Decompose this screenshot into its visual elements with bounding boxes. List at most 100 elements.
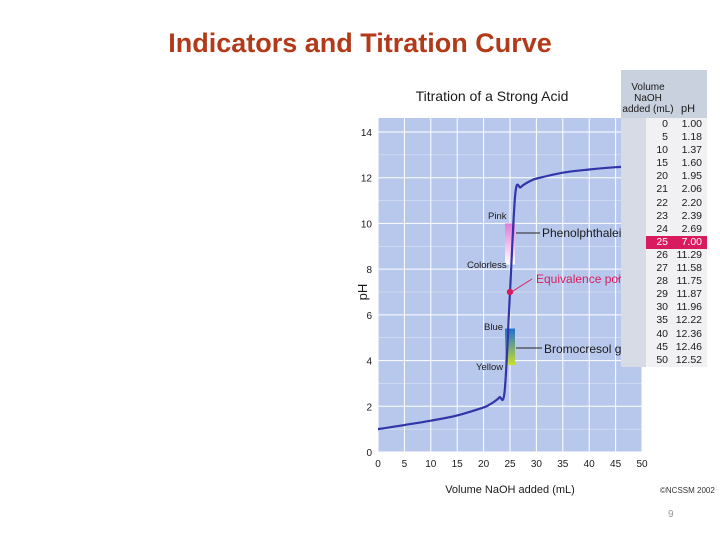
table-row: 29 11.87 xyxy=(646,288,707,301)
indicator-bars xyxy=(505,223,515,366)
equivalence-label: Equivalence point xyxy=(536,272,631,286)
x-tick-label: 20 xyxy=(478,459,490,470)
table-row: 45 12.46 xyxy=(646,341,707,354)
blue-label: Blue xyxy=(484,322,503,333)
table-cell-volume: 15 xyxy=(656,157,668,170)
table-row: 40 12.36 xyxy=(646,328,707,341)
table-header-volume: Volume NaOH added (mL) xyxy=(622,82,674,115)
slide-title: Indicators and Titration Curve xyxy=(168,28,552,58)
table-cell-volume: 21 xyxy=(656,183,668,196)
table-body: 0 1.00 5 1.18 10 1.37 15 1.60 20 1.95 21 2.06 22 2.20… xyxy=(646,118,707,367)
y-tick-label: 12 xyxy=(361,174,373,185)
table-cell-volume: 10 xyxy=(656,144,668,157)
table-cell-volume: 45 xyxy=(656,340,668,353)
table-cell-ph: 2.06 xyxy=(681,183,702,196)
table-cell-volume: 26 xyxy=(656,248,668,261)
table-cell-ph: 1.37 xyxy=(681,144,702,157)
table-row: 15 1.60 xyxy=(646,157,707,170)
x-tick-label: 40 xyxy=(584,459,596,470)
table-row: 28 11.75 xyxy=(646,275,707,288)
table-row: 0 1.00 xyxy=(646,118,707,131)
table-row: 25 7.00 xyxy=(646,235,707,249)
table-header: Volume NaOH added (mL) pH xyxy=(621,70,707,118)
table-cell-ph: 1.95 xyxy=(681,170,702,183)
table-cell-ph: 12.22 xyxy=(675,314,702,327)
x-tick-label: 35 xyxy=(557,459,569,470)
chart-title: Titration of a Strong Acid xyxy=(416,88,569,104)
x-tick-label: 5 xyxy=(402,459,408,470)
table-cell-ph: 2.20 xyxy=(681,196,702,209)
x-axis-label: Volume NaOH added (mL) xyxy=(445,484,575,496)
table-row: 23 2.39 xyxy=(646,210,707,223)
annotations: Equivalence point Phenolphthalein Pink Colo… xyxy=(467,211,651,373)
table-row: 22 2.20 xyxy=(646,197,707,210)
table-cell-volume: 28 xyxy=(656,275,668,288)
table-row: 21 2.06 xyxy=(646,183,707,196)
table-row: 35 12.22 xyxy=(646,314,707,327)
table-row: 24 2.69 xyxy=(646,223,707,236)
colorless-label: Colorless xyxy=(467,260,507,271)
y-axis-label: pH xyxy=(355,284,370,301)
y-tick-label: 10 xyxy=(361,219,373,230)
table-cell-volume: 35 xyxy=(656,314,668,327)
equivalence-leader xyxy=(512,278,533,292)
table-cell-ph: 11.58 xyxy=(676,262,703,275)
table-cell-ph: 11.87 xyxy=(676,288,703,301)
table-cell-volume: 25 xyxy=(656,235,668,248)
table-cell-volume: 27 xyxy=(656,262,668,275)
table-cell-volume: 23 xyxy=(656,209,668,222)
table-row: 50 12.52 xyxy=(646,354,707,367)
table-cell-volume: 40 xyxy=(656,327,668,340)
table-cell-ph: 1.18 xyxy=(681,131,702,144)
table-row: 5 1.18 xyxy=(646,131,707,144)
y-tick-label: 0 xyxy=(366,448,372,459)
x-tick-label: 45 xyxy=(610,459,622,470)
table-header-ph: pH xyxy=(681,103,696,115)
table-cell-ph: 2.69 xyxy=(681,222,702,235)
table-cell-volume: 24 xyxy=(656,222,668,235)
table-cell-ph: 12.52 xyxy=(675,353,702,366)
phenolphthalein-bar xyxy=(505,223,515,265)
table-cell-ph: 1.00 xyxy=(681,118,702,130)
y-tick-label: 8 xyxy=(366,265,372,276)
pink-label: Pink xyxy=(488,211,507,222)
table-row: 26 11.29 xyxy=(646,249,707,262)
table-row: 10 1.37 xyxy=(646,144,707,157)
equivalence-point xyxy=(506,288,514,296)
x-tick-label: 0 xyxy=(375,459,381,470)
table-cell-volume: 50 xyxy=(656,353,668,366)
x-tick-label: 50 xyxy=(636,459,648,470)
table-cell-volume: 29 xyxy=(656,288,668,301)
table-cell-volume: 0 xyxy=(662,118,668,130)
table-cell-volume: 20 xyxy=(656,170,668,183)
table-cell-volume: 5 xyxy=(662,131,668,144)
table-cell-volume: 30 xyxy=(656,301,668,314)
yellow-label: Yellow xyxy=(476,362,503,373)
grid-lines xyxy=(377,118,643,453)
bromocresol-green-bar xyxy=(505,328,515,366)
table-row: 30 11.96 xyxy=(646,301,707,314)
table-cell-ph: 11.29 xyxy=(676,248,703,261)
bromocresol-label: Bromocresol green xyxy=(544,342,645,356)
x-tick-label: 15 xyxy=(452,459,464,470)
x-tick-label: 30 xyxy=(531,459,543,470)
table-cell-ph: 12.36 xyxy=(675,327,702,340)
table-cell-ph: 2.39 xyxy=(681,209,702,222)
table-row: 20 1.95 xyxy=(646,170,707,183)
axis-ticks: 0 5 10 15 20 25 30 35 40 45 50 0 2 4 6 8 10 12 14 xyxy=(361,128,648,470)
page-number: 9 xyxy=(668,509,674,520)
y-tick-label: 4 xyxy=(366,357,372,368)
phenolphthalein-label: Phenolphthalein xyxy=(542,226,628,240)
y-tick-label: 6 xyxy=(366,311,372,322)
table-cell-volume: 22 xyxy=(656,196,668,209)
x-tick-label: 10 xyxy=(425,459,437,470)
y-tick-label: 14 xyxy=(361,128,373,139)
table-row: 27 11.58 xyxy=(646,262,707,275)
data-table: Volume NaOH added (mL) pH 0 1.00 5 1.18 10 1.… xyxy=(621,70,707,367)
table-cell-ph: 11.75 xyxy=(676,275,703,288)
x-tick-label: 25 xyxy=(504,459,516,470)
y-tick-label: 2 xyxy=(366,402,372,413)
table-cell-ph: 1.60 xyxy=(681,157,702,170)
copyright-text: ©NCSSM 2002 xyxy=(660,486,715,495)
